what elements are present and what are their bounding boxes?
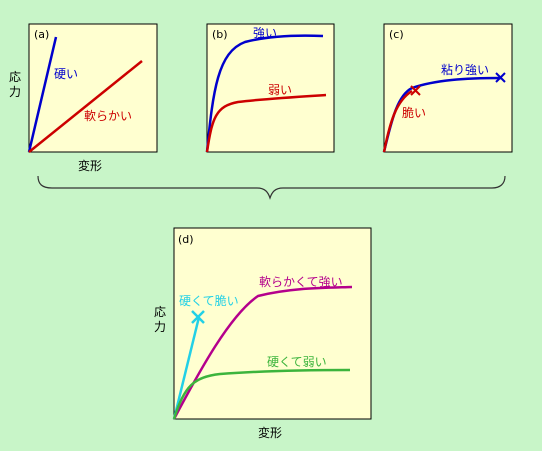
panel-b-label: (b) xyxy=(212,28,228,41)
strong-curve-label: 強い xyxy=(253,26,277,40)
panel-d: (d) 軟らかくて強い 硬くて脆い 硬くて弱い 応 力 変形 xyxy=(154,227,372,440)
soft-curve-label: 軟らかい xyxy=(84,108,132,123)
panel-a-frame xyxy=(28,23,158,153)
x-axis-label: 変形 xyxy=(78,158,102,173)
panel-b-frame xyxy=(206,23,335,153)
panel-b: (b) 強い 弱い xyxy=(205,23,335,153)
panel-a-label: (a) xyxy=(34,28,49,41)
y-axis-label-top: 応 xyxy=(9,70,21,84)
soft-curve xyxy=(28,60,143,153)
tough-fracture-mark xyxy=(495,72,506,83)
hard-weak-curve-label: 硬くて弱い xyxy=(267,355,327,369)
hard-curve-label: 硬い xyxy=(54,67,78,81)
panel-d-label: (d) xyxy=(178,233,194,246)
tough-curve-label: 粘り強い xyxy=(441,62,489,77)
y-axis-label-top: 応 xyxy=(154,305,166,319)
weak-curve xyxy=(205,93,327,153)
panel-c: (c) 粘り強い 脆い xyxy=(382,23,513,153)
strong-curve xyxy=(205,34,324,153)
grouping-brace xyxy=(37,175,506,200)
brittle-curve-label: 脆い xyxy=(402,105,426,120)
panel-d-frame xyxy=(173,227,372,420)
y-axis-label-bottom: 力 xyxy=(154,320,166,334)
y-axis-label-bottom: 力 xyxy=(9,85,21,99)
soft-strong-curve-label: 軟らかくて強い xyxy=(259,274,343,289)
brittle-fracture-mark xyxy=(410,85,421,96)
hard-weak-curve xyxy=(172,368,351,420)
weak-curve-label: 弱い xyxy=(268,83,292,97)
panel-c-label: (c) xyxy=(389,28,404,41)
hard-brittle-curve-label: 硬くて脆い xyxy=(179,293,239,308)
x-axis-label: 変形 xyxy=(258,425,282,440)
hard-curve xyxy=(27,36,58,153)
brittle-curve xyxy=(382,89,413,153)
soft-strong-curve xyxy=(172,285,353,420)
hard-brittle-curve xyxy=(172,316,201,420)
panel-a: (a) 硬い 軟らかい 応 力 変形 xyxy=(9,23,158,173)
panel-c-frame xyxy=(383,23,513,153)
hard-brittle-fracture-mark xyxy=(191,310,205,324)
